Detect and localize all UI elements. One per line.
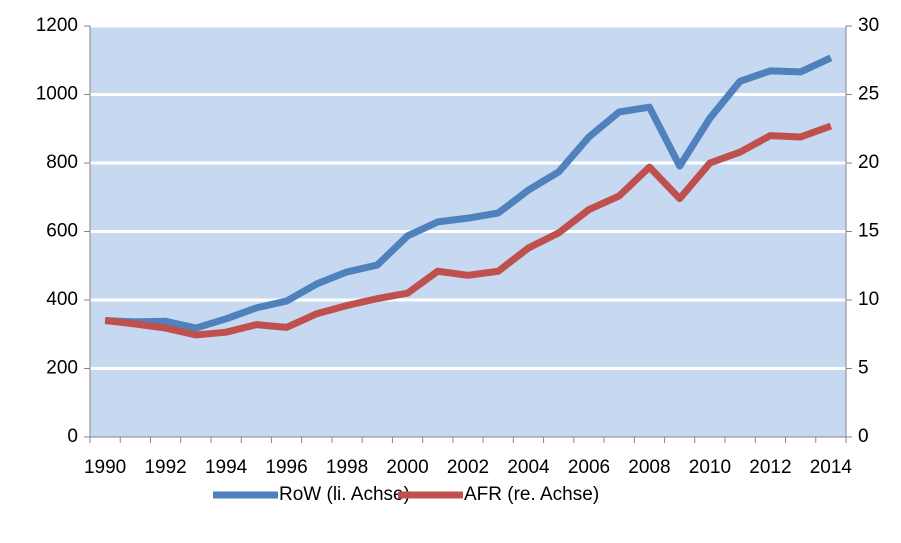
series-line <box>104 122 833 339</box>
y2-tick-label: 0 <box>858 426 869 447</box>
y2-tick-label: 25 <box>858 84 879 105</box>
legend-label: AFR (re. Achse) <box>464 484 599 505</box>
x-tick-label: 2008 <box>628 457 670 478</box>
y2-tick-label: 5 <box>858 358 869 379</box>
x-tick-label: 1994 <box>205 457 248 478</box>
y-tick-label: 200 <box>46 358 78 379</box>
x-tick-label: 2010 <box>689 457 731 478</box>
x-tick-label: 2000 <box>386 457 428 478</box>
y2-tick-label: 10 <box>858 289 879 310</box>
x-tick-label: 1998 <box>326 457 368 478</box>
y-tick-label: 600 <box>46 221 78 242</box>
y-tick-label: 1200 <box>36 15 78 36</box>
x-tick-label: 2014 <box>810 457 853 478</box>
y-tick-label: 1000 <box>36 84 78 105</box>
y2-tick-label: 15 <box>858 221 879 242</box>
x-tick-label: 1992 <box>144 457 186 478</box>
x-tick-label: 2012 <box>749 457 791 478</box>
y2-tick-label: 30 <box>858 15 879 36</box>
series-line <box>104 54 833 332</box>
y2-tick-label: 20 <box>858 152 879 173</box>
legend-label: RoW (li. Achse) <box>279 484 410 505</box>
y-tick-label: 400 <box>46 289 78 310</box>
y-tick-label: 0 <box>67 426 78 447</box>
x-tick-label: 2006 <box>568 457 610 478</box>
x-tick-label: 1996 <box>265 457 307 478</box>
x-tick-label: 2004 <box>507 457 550 478</box>
y-tick-label: 800 <box>46 152 78 173</box>
x-tick-label: 2002 <box>447 457 489 478</box>
x-tick-label: 1990 <box>84 457 126 478</box>
